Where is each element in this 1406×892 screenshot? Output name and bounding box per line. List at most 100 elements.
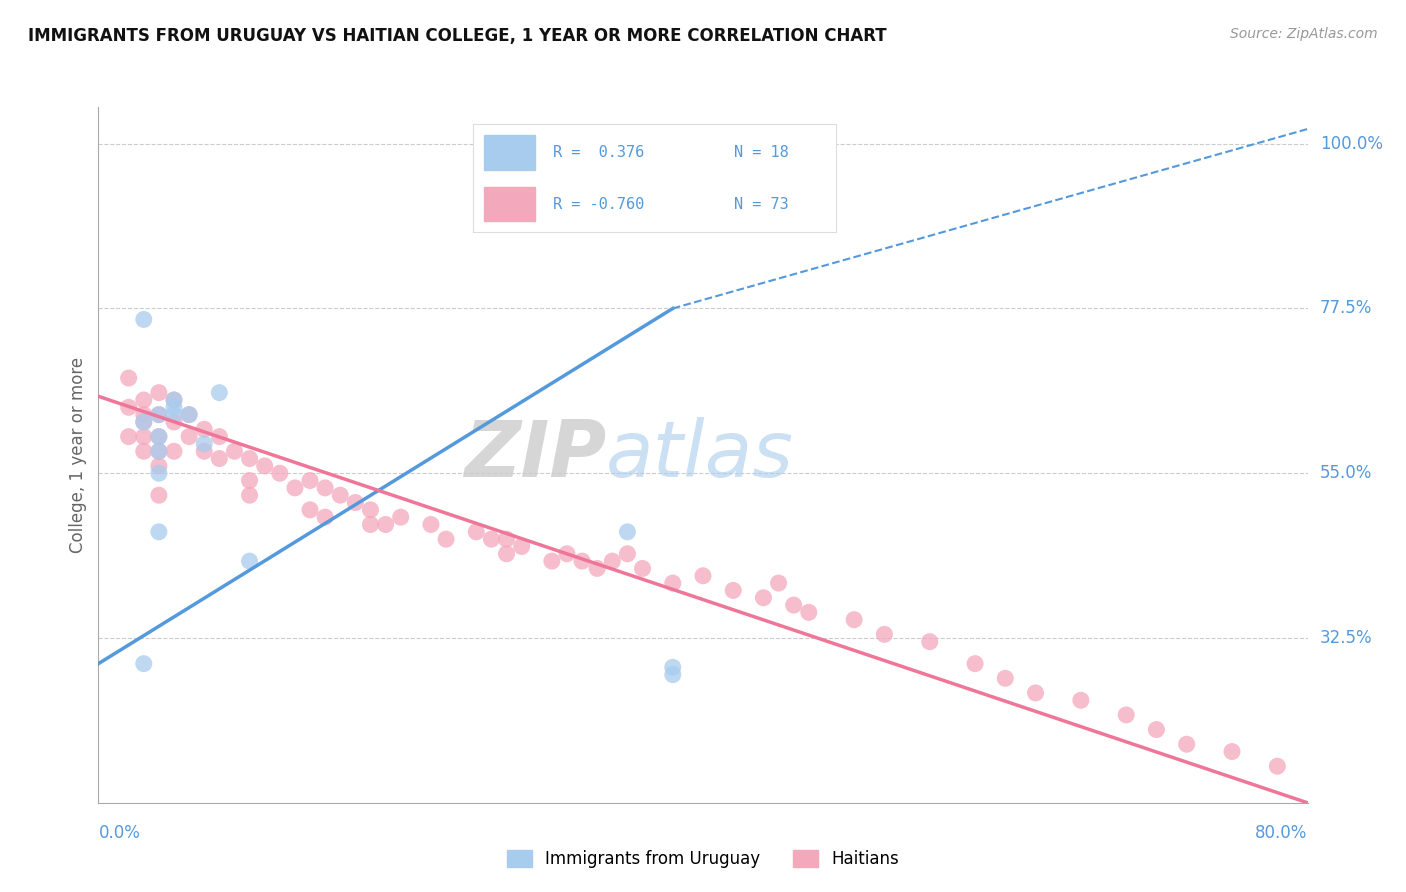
Point	[661, 576, 683, 591]
Point	[631, 561, 654, 575]
Point	[692, 568, 714, 582]
Text: Source: ZipAtlas.com: Source: ZipAtlas.com	[1230, 27, 1378, 41]
Point	[148, 429, 170, 443]
Text: N = 73: N = 73	[734, 197, 789, 211]
Point	[148, 408, 170, 422]
Point	[148, 444, 170, 458]
Point	[177, 408, 201, 422]
Point	[434, 532, 457, 546]
Point	[269, 467, 291, 481]
Point	[193, 444, 215, 458]
Point	[1070, 693, 1092, 707]
Point	[661, 660, 683, 674]
Text: IMMIGRANTS FROM URUGUAY VS HAITIAN COLLEGE, 1 YEAR OR MORE CORRELATION CHART: IMMIGRANTS FROM URUGUAY VS HAITIAN COLLE…	[28, 27, 887, 45]
Point	[132, 408, 155, 422]
Point	[768, 576, 790, 591]
Text: 0.0%: 0.0%	[98, 823, 141, 842]
Point	[918, 634, 941, 648]
Point	[163, 401, 186, 415]
Point	[752, 591, 775, 605]
Point	[555, 547, 578, 561]
Point	[163, 444, 186, 458]
Point	[118, 429, 141, 443]
Point	[163, 408, 186, 422]
Point	[314, 510, 336, 524]
Point	[177, 429, 201, 443]
Point	[239, 474, 262, 488]
Point	[465, 524, 488, 539]
Point	[481, 532, 503, 546]
Point	[344, 495, 367, 509]
Text: 55.0%: 55.0%	[1320, 464, 1372, 483]
Point	[965, 657, 987, 671]
Point	[148, 429, 170, 443]
Point	[208, 451, 231, 466]
Point	[540, 554, 562, 568]
Point	[1144, 723, 1167, 737]
Point	[1115, 707, 1137, 722]
Text: 80.0%: 80.0%	[1256, 823, 1308, 842]
Text: 100.0%: 100.0%	[1320, 135, 1382, 153]
Point	[148, 467, 170, 481]
Point	[314, 481, 336, 495]
Text: N = 18: N = 18	[734, 145, 789, 160]
Point	[360, 517, 382, 532]
Point	[1220, 745, 1243, 759]
Point	[132, 429, 155, 443]
Text: atlas: atlas	[606, 417, 794, 493]
Point	[118, 401, 141, 415]
Point	[132, 415, 155, 429]
Point	[148, 458, 170, 473]
Point	[1265, 759, 1288, 773]
Point	[132, 415, 155, 429]
Point	[239, 554, 262, 568]
Point	[844, 613, 866, 627]
Point	[661, 667, 683, 681]
Point	[360, 503, 382, 517]
Point	[495, 532, 517, 546]
Point	[586, 561, 609, 575]
Point	[782, 598, 804, 612]
Text: 77.5%: 77.5%	[1320, 300, 1372, 318]
Point	[389, 510, 412, 524]
Point	[510, 540, 533, 554]
Point	[148, 444, 170, 458]
Point	[193, 422, 215, 436]
Y-axis label: College, 1 year or more: College, 1 year or more	[69, 357, 87, 553]
Point	[616, 547, 638, 561]
Point	[148, 408, 170, 422]
Point	[571, 554, 593, 568]
Point	[873, 627, 896, 641]
Bar	[484, 187, 534, 221]
Point	[616, 524, 638, 539]
Point	[419, 517, 441, 532]
Point	[163, 415, 186, 429]
Legend: Immigrants from Uruguay, Haitians: Immigrants from Uruguay, Haitians	[501, 843, 905, 875]
Point	[132, 444, 155, 458]
Point	[148, 488, 170, 502]
Point	[495, 547, 517, 561]
Point	[239, 488, 262, 502]
Text: R = -0.760: R = -0.760	[553, 197, 644, 211]
Point	[299, 474, 322, 488]
Point	[374, 517, 396, 532]
Point	[148, 385, 170, 400]
Point	[721, 583, 744, 598]
Point	[224, 444, 246, 458]
Point	[132, 392, 155, 407]
Point	[1024, 686, 1046, 700]
Point	[208, 385, 231, 400]
Text: 32.5%: 32.5%	[1320, 629, 1372, 647]
Point	[299, 503, 322, 517]
Point	[132, 657, 155, 671]
Point	[602, 554, 624, 568]
Point	[208, 429, 231, 443]
Point	[132, 312, 155, 326]
Point	[193, 437, 215, 451]
Point	[994, 671, 1017, 685]
Point	[118, 371, 141, 385]
Point	[239, 451, 262, 466]
Text: R =  0.376: R = 0.376	[553, 145, 644, 160]
Point	[253, 458, 276, 473]
Bar	[484, 136, 534, 169]
